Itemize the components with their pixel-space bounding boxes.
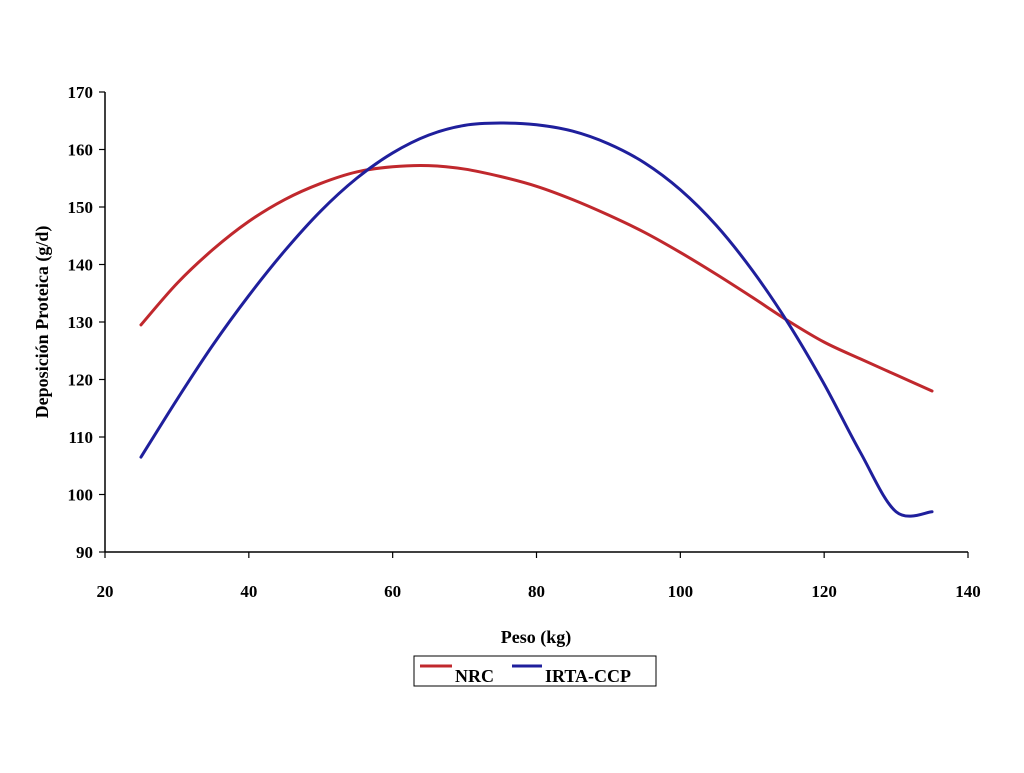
x-tick-label: 140: [955, 582, 981, 601]
series-line-nrc: [139, 163, 934, 393]
legend-label-nrc: NRC: [455, 666, 494, 686]
legend-label-irta-ccp: IRTA-CCP: [545, 666, 631, 686]
ticks: 90 100 110 120 130 140 150 160 170 20 40 60 80 100 120…: [68, 83, 981, 601]
series: [139, 121, 934, 518]
x-tick-label: 20: [97, 582, 114, 601]
x-tick-label: 60: [384, 582, 401, 601]
x-tick-label: 80: [528, 582, 545, 601]
axes: [104, 92, 968, 553]
legend-box: [413, 655, 657, 687]
y-tick-label: 130: [68, 313, 94, 332]
x-axis-title: Peso (kg): [501, 627, 572, 648]
y-tick-label: 170: [68, 83, 94, 102]
legend: NRC IRTA-CCP: [413, 655, 657, 687]
x-tick-label: 100: [668, 582, 694, 601]
y-tick-label: 150: [68, 198, 94, 217]
y-axis-title: Deposición Proteica (g/d): [32, 226, 53, 419]
y-tick-label: 160: [68, 141, 94, 160]
y-tick-label: 120: [68, 371, 94, 390]
y-tick-label: 90: [76, 543, 93, 562]
x-tick-label: 120: [811, 582, 837, 601]
series-line-irta-ccp: [139, 121, 934, 518]
y-tick-label: 140: [68, 256, 94, 275]
x-tick-label: 40: [240, 582, 257, 601]
y-tick-label: 100: [68, 486, 94, 505]
y-tick-label: 110: [68, 428, 93, 447]
